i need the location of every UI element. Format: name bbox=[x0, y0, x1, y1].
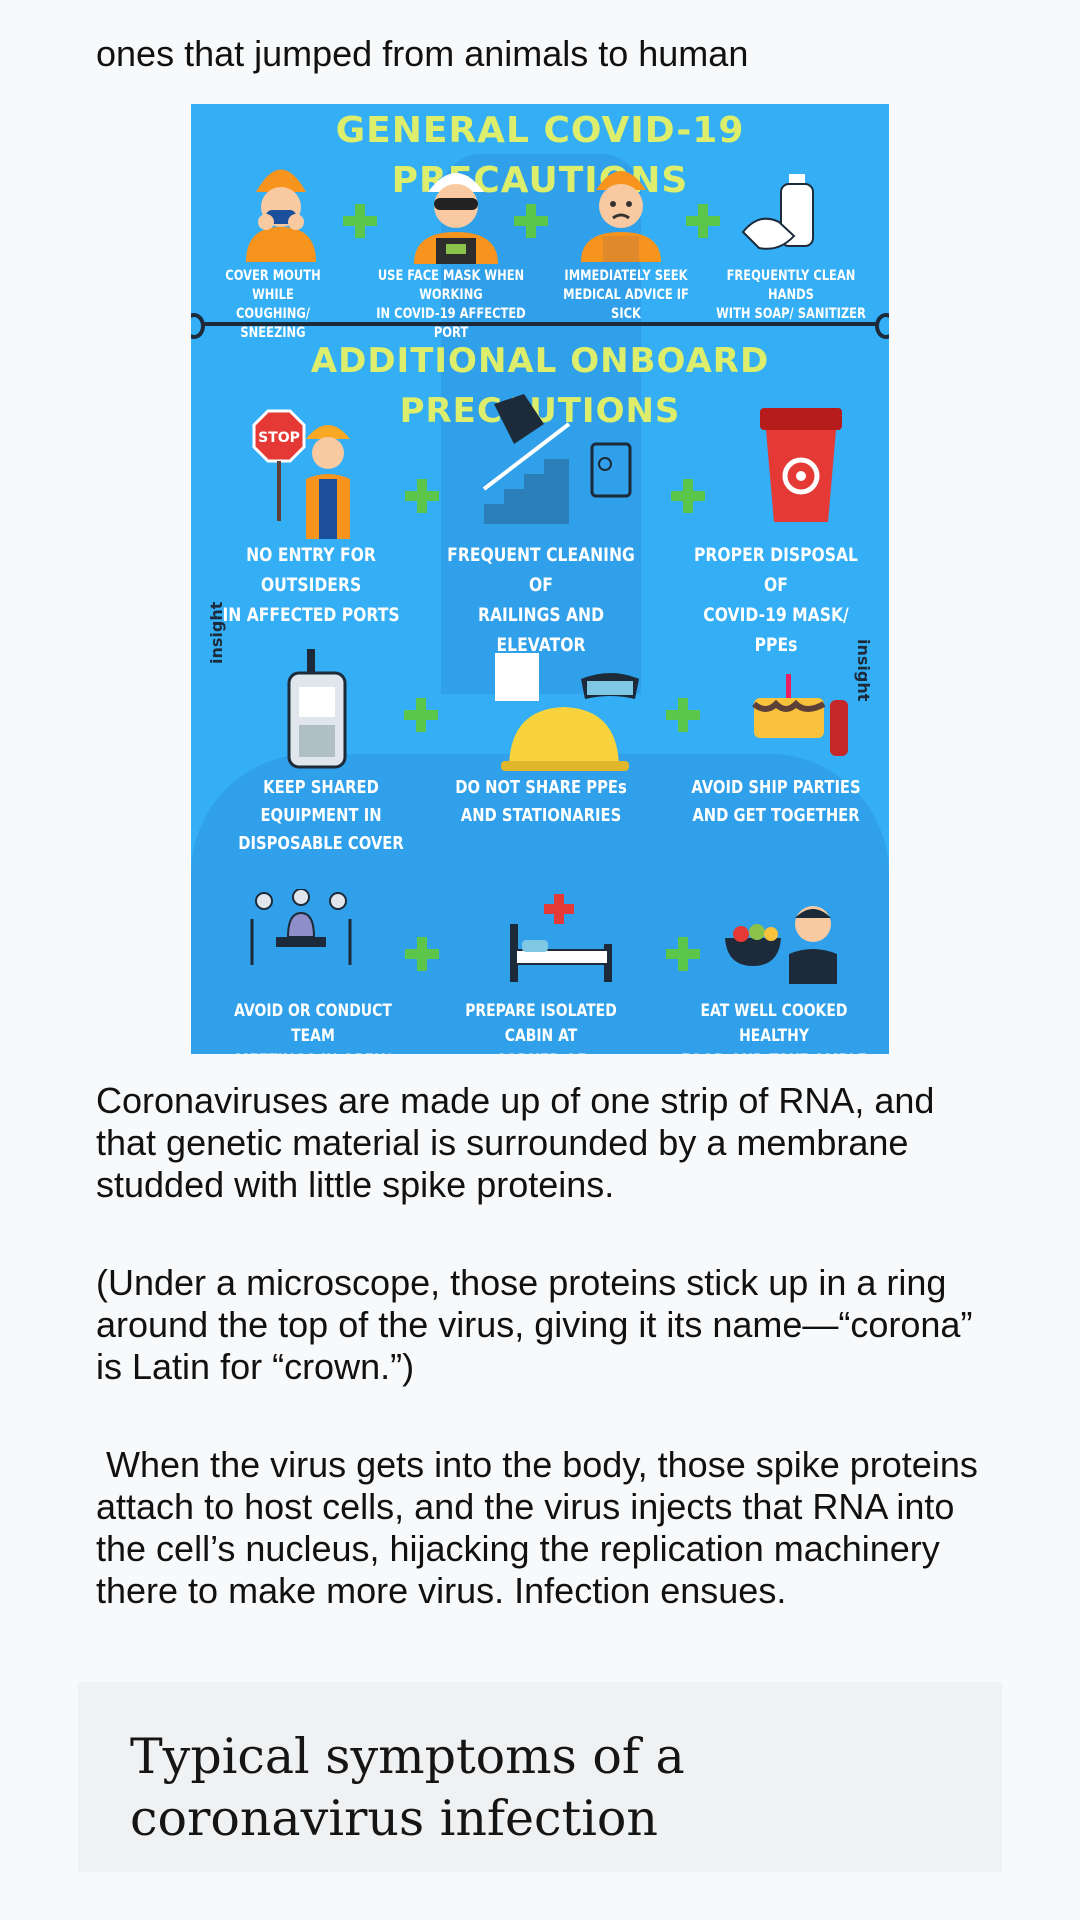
biohazard-bin-icon bbox=[760, 408, 842, 522]
plus-icon bbox=[405, 479, 439, 513]
plus-icon bbox=[514, 204, 548, 238]
article-paragraph-3: When the virus gets into the body, those… bbox=[96, 1444, 988, 1611]
coughing-worker-icon bbox=[246, 169, 316, 262]
onboard-caption-3: PROPER DISPOSAL OF COVID-19 MASK/ PPEs bbox=[694, 544, 858, 656]
onboard-caption-4: KEEP SHARED EQUIPMENT IN DISPOSABLE COVER bbox=[238, 777, 404, 854]
ship-hull-silhouette bbox=[191, 754, 889, 1054]
plus-icon bbox=[343, 204, 377, 238]
article-lead-text: ones that jumped from animals to human bbox=[96, 33, 749, 74]
walkie-talkie-icon bbox=[287, 649, 347, 769]
onboard-caption-9: EAT WELL COOKED HEALTHYFOOD AND TAKE AMP… bbox=[681, 1001, 867, 1054]
general-caption-4: FREQUENTLY CLEAN HANDS WITH SOAP/ SANITIZ… bbox=[716, 268, 866, 322]
insight-watermark-right: insight bbox=[854, 639, 873, 702]
ppe-stationery-icon bbox=[495, 653, 639, 771]
team-meeting-icon bbox=[250, 889, 352, 965]
plus-icon bbox=[686, 204, 720, 238]
general-caption-1: COVER MOUTH WHILE COUGHING/ SNEEZING bbox=[225, 268, 321, 341]
onboard-caption-1: NO ENTRY FOR OUTSIDERS IN AFFECTED PORTS bbox=[222, 544, 400, 626]
hand-sanitizer-icon bbox=[741, 174, 814, 250]
railing-cleaning-icon bbox=[482, 394, 632, 524]
symptoms-section-card[interactable]: Typical symptoms of a coronavirus infect… bbox=[78, 1682, 1002, 1872]
masked-worker-icon bbox=[414, 173, 498, 264]
plus-icon bbox=[666, 937, 700, 971]
onboard-caption-8: PREPARE ISOLATED CABIN ATCORNER OF ACCOM… bbox=[465, 1001, 617, 1054]
plus-icon bbox=[666, 698, 700, 732]
covid-precautions-infographic[interactable]: GENERAL COVID-19 PRECAUTIONS bbox=[191, 104, 889, 1054]
symptoms-heading: Typical symptoms of a coronavirus infect… bbox=[130, 1728, 685, 1847]
onboard-caption-6: AVOID SHIP PARTIES AND GET TOGETHER bbox=[691, 777, 861, 826]
party-cake-icon bbox=[752, 674, 848, 756]
isolated-cabin-bed-icon bbox=[510, 894, 612, 982]
healthy-food-rest-icon bbox=[725, 906, 837, 984]
onboard-caption-7: AVOID OR CONDUCT TEAMMEETINGS IN OPEN/ B… bbox=[234, 1001, 392, 1054]
section-divider bbox=[191, 313, 889, 339]
insight-watermark-left: insight bbox=[207, 601, 226, 664]
stop-worker-icon: STOP bbox=[252, 409, 350, 539]
onboard-caption-5: DO NOT SHARE PPEs AND STATIONARIES bbox=[455, 777, 627, 826]
stop-sign-label: STOP bbox=[258, 430, 300, 446]
article-paragraph-2: (Under a microscope, those proteins stic… bbox=[96, 1262, 973, 1387]
general-caption-2: USE FACE MASK WHEN WORKING IN COVID-19 AF… bbox=[376, 268, 526, 341]
plus-icon bbox=[404, 698, 438, 732]
plus-icon bbox=[405, 937, 439, 971]
general-caption-3: IMMEDIATELY SEEK MEDICAL ADVICE IF SICK bbox=[563, 268, 689, 322]
onboard-precautions-title: ADDITIONAL ONBOARD PRECAUTIONS bbox=[310, 341, 770, 431]
sick-worker-icon bbox=[581, 171, 661, 262]
article-paragraph-1: Coronaviruses are made up of one strip o… bbox=[96, 1080, 935, 1205]
plus-icon bbox=[671, 479, 705, 513]
onboard-caption-2: FREQUENT CLEANING OF RAILINGS AND ELEVATO… bbox=[447, 544, 635, 656]
